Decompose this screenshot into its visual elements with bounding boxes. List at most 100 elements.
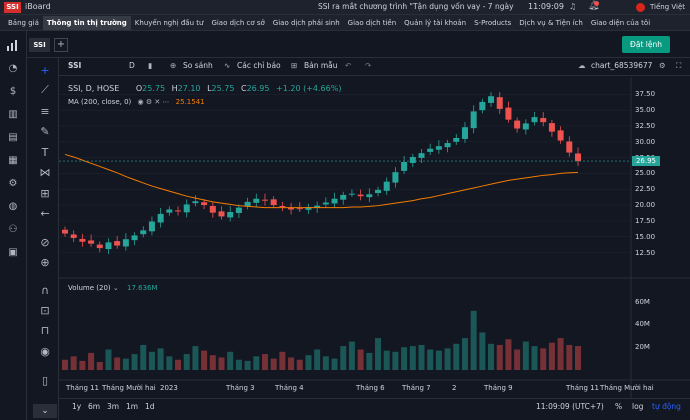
candle-body [409,156,416,163]
ohlc-legend: SSI, D, HOSE O25.75 H27.10 L25.75 C26.95… [68,84,341,93]
template-icon[interactable]: ⊞ [291,61,298,70]
volume-bar [157,348,164,370]
compare-button[interactable]: So sánh [183,61,213,70]
menu-item-4[interactable]: Giao dịch phái sinh [272,18,340,27]
zoom-icon[interactable]: ⊕ [40,255,50,269]
lock-drawing-icon[interactable]: ⊡ [40,303,50,317]
menu-item-3[interactable]: Giao dịch cơ sở [211,18,265,27]
volume-bar [392,351,399,370]
menu-item-1[interactable]: Thông tin thị trường [42,15,131,30]
chevron-down-icon[interactable]: ⌄ [112,284,119,292]
range-1d[interactable]: 1d [145,402,155,411]
range-6m[interactable]: 6m [88,402,101,411]
bell-icon[interactable]: 🔔︎ [588,1,600,11]
volume-bar [453,343,460,370]
settings-icon[interactable]: ⚙ [659,61,666,70]
fullscreen-icon[interactable]: ⛶ [676,61,682,70]
volume-bar [305,355,312,370]
globe-icon[interactable]: ◍ [8,200,18,212]
volume-bar [488,343,495,370]
money-icon[interactable]: $ [9,85,17,97]
pattern-icon[interactable]: ⋈ [39,165,51,179]
ruler-icon[interactable]: ⊘ [40,235,50,249]
menu-item-2[interactable]: Khuyến nghị đầu tư [134,18,204,27]
volume-bar [505,339,512,370]
news-ticker[interactable]: SSI ra mắt chương trình "Tận dụng vốn va… [318,2,516,11]
volume-bar [261,354,268,370]
bar-chart-icon[interactable] [6,38,20,52]
volume-bar [340,346,347,370]
announcement-icon[interactable]: ♫ [569,2,577,11]
prediction-icon[interactable]: ⊞ [40,186,50,200]
trash-icon[interactable]: ▯ [41,373,49,387]
analysis-icon[interactable]: ▤ [8,131,18,143]
indicators-icon[interactable]: ∿ [224,61,231,70]
candle-body [114,241,121,246]
menu-item-7[interactable]: S-Products [474,18,512,27]
clock-icon[interactable]: ◔ [8,62,18,74]
volume-bar [166,356,173,370]
volume-bar [514,349,521,370]
menu-item-9[interactable]: Giao diện của tôi [590,18,651,27]
add-tab-button[interactable]: + [54,38,68,52]
close-value: 26.95 [246,84,270,93]
cloud-icon[interactable]: ☁ [578,61,586,70]
range-3m[interactable]: 3m [107,402,120,411]
undo-icon[interactable]: ↶ [345,61,352,70]
place-order-button[interactable]: Đặt lệnh [622,36,670,53]
timezone-clock[interactable]: 11:09:09 (UTC+7) [536,402,604,411]
language-flag-icon[interactable] [636,3,645,12]
grid-icon[interactable]: ▣ [8,246,18,258]
magnet-icon[interactable]: ∩ [40,283,50,297]
menu-item-5[interactable]: Giao dịch tiền [347,18,397,27]
high-value: 27.10 [177,84,201,93]
menu-item-8[interactable]: Dịch vụ & Tiện ích [519,18,583,27]
log-toggle[interactable]: log [632,402,644,411]
redo-icon[interactable]: ↷ [365,61,372,70]
document-icon[interactable]: ▦ [8,154,18,166]
symbol-search[interactable]: SSI [68,61,82,70]
volume-bar [140,344,147,370]
range-1y[interactable]: 1y [72,402,82,411]
brush-icon[interactable]: ✎ [40,124,50,138]
candle-body [175,210,182,212]
trend-line-icon[interactable]: ⟋ [41,83,49,96]
candle-body [505,107,512,120]
volume-bar [566,344,573,370]
percent-toggle[interactable]: % [615,402,623,411]
eye-icon[interactable]: ◉ [40,344,50,358]
chart-layout-name[interactable]: chart_68539677 [591,61,653,70]
compare-icon[interactable]: ⊕ [170,61,177,70]
brand-logo[interactable]: SSI [4,2,21,13]
volume-legend[interactable]: Volume (20) ⌄ 17.636M [68,284,158,292]
menu-item-6[interactable]: Quản lý tài khoản [404,18,467,27]
candle-body [235,207,242,213]
people-icon[interactable]: ⚇ [8,223,18,235]
indicators-button[interactable]: Các chỉ báo [237,61,281,70]
range-1m[interactable]: 1m [126,402,139,411]
arrow-back-icon[interactable]: ← [40,206,50,220]
time-tick: 2023 [160,384,178,392]
candle-body [183,204,190,213]
text-icon[interactable]: T [41,145,49,159]
interval-selector[interactable]: D [129,61,135,70]
auto-scale-toggle[interactable]: tự động [652,402,681,411]
price-chart[interactable] [59,77,690,398]
crosshair-icon[interactable]: + [40,63,50,77]
channel-icon[interactable]: ≡ [40,104,50,118]
candle-style-icon[interactable]: ▮ [148,61,153,70]
settings-icon[interactable]: ⚙ [8,177,18,189]
ma-controls-icon[interactable]: ◉ ⚙ ✕ ⋯ [137,98,170,106]
time-tick: Tháng 6 [356,384,385,392]
chart-icon[interactable]: ▥ [8,108,18,120]
tab-ssi[interactable]: SSI [29,38,50,52]
candle-body [444,143,451,148]
template-button[interactable]: Bản mẫu [304,61,338,70]
time-tick: Tháng Mười hai [600,384,654,392]
lock-icon[interactable]: ⊓ [40,323,50,337]
collapse-toolbar-button[interactable]: ⌄ [33,404,57,418]
volume-bar [427,349,434,370]
ma-legend[interactable]: MA (200, close, 0) ◉ ⚙ ✕ ⋯ 25.1541 [68,98,205,106]
language-selector[interactable]: Tiếng Việt [650,3,686,11]
menu-item-0[interactable]: Bảng giá [8,18,39,27]
